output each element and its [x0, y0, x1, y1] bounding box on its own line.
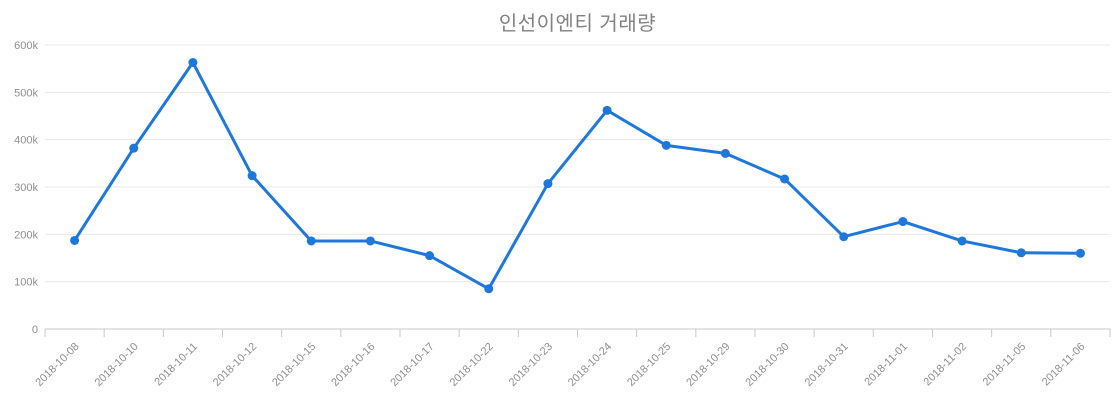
x-axis-label: 2018-10-12: [211, 341, 259, 389]
x-axis-label: 2018-10-17: [388, 341, 436, 389]
chart-title: 인선이엔티 거래량: [498, 13, 657, 35]
data-point[interactable]: [720, 148, 730, 158]
x-axis-label: 2018-10-10: [93, 341, 141, 389]
y-axis-label: 200k: [14, 229, 38, 241]
x-axis-label: 2018-11-02: [922, 341, 970, 389]
data-point[interactable]: [839, 232, 849, 242]
data-point[interactable]: [247, 171, 257, 181]
y-axis-label: 500k: [14, 87, 38, 99]
y-axis-label: 300k: [14, 182, 38, 194]
y-axis-label: 400k: [14, 135, 38, 147]
data-point[interactable]: [306, 236, 316, 246]
x-axis-label: 2018-10-25: [625, 341, 673, 389]
x-axis-label: 2018-10-29: [684, 341, 732, 389]
data-point[interactable]: [1075, 248, 1085, 258]
x-axis-label: 2018-10-15: [270, 341, 318, 389]
x-axis-label: 2018-10-24: [566, 341, 614, 389]
data-point[interactable]: [1016, 248, 1026, 258]
data-point[interactable]: [543, 179, 553, 189]
x-axis-label: 2018-10-30: [743, 341, 791, 389]
x-axis-label: 2018-10-22: [448, 341, 496, 389]
data-point[interactable]: [425, 251, 435, 261]
y-axis-label: 100k: [14, 277, 38, 289]
x-axis-label: 2018-10-31: [803, 341, 851, 389]
data-point[interactable]: [957, 236, 967, 246]
x-axis-label: 2018-11-05: [981, 341, 1029, 389]
data-point[interactable]: [129, 143, 139, 153]
x-axis-label: 2018-11-01: [862, 341, 910, 389]
x-axis-label: 2018-11-06: [1040, 341, 1088, 389]
data-point[interactable]: [661, 140, 671, 150]
data-point[interactable]: [780, 174, 790, 184]
x-axis-label: 2018-10-11: [152, 341, 200, 389]
x-axis-label: 2018-10-08: [33, 341, 81, 389]
y-axis-label: 600k: [14, 40, 38, 52]
series-line: [73, 61, 1082, 291]
data-point[interactable]: [898, 217, 908, 227]
x-axis-label: 2018-10-23: [507, 341, 555, 389]
y-axis-label: 0: [32, 324, 38, 336]
x-axis-label: 2018-10-16: [329, 341, 377, 389]
data-point[interactable]: [70, 235, 80, 245]
data-point[interactable]: [602, 105, 612, 115]
data-point[interactable]: [188, 58, 198, 68]
data-point[interactable]: [365, 236, 375, 246]
data-point[interactable]: [484, 284, 494, 294]
